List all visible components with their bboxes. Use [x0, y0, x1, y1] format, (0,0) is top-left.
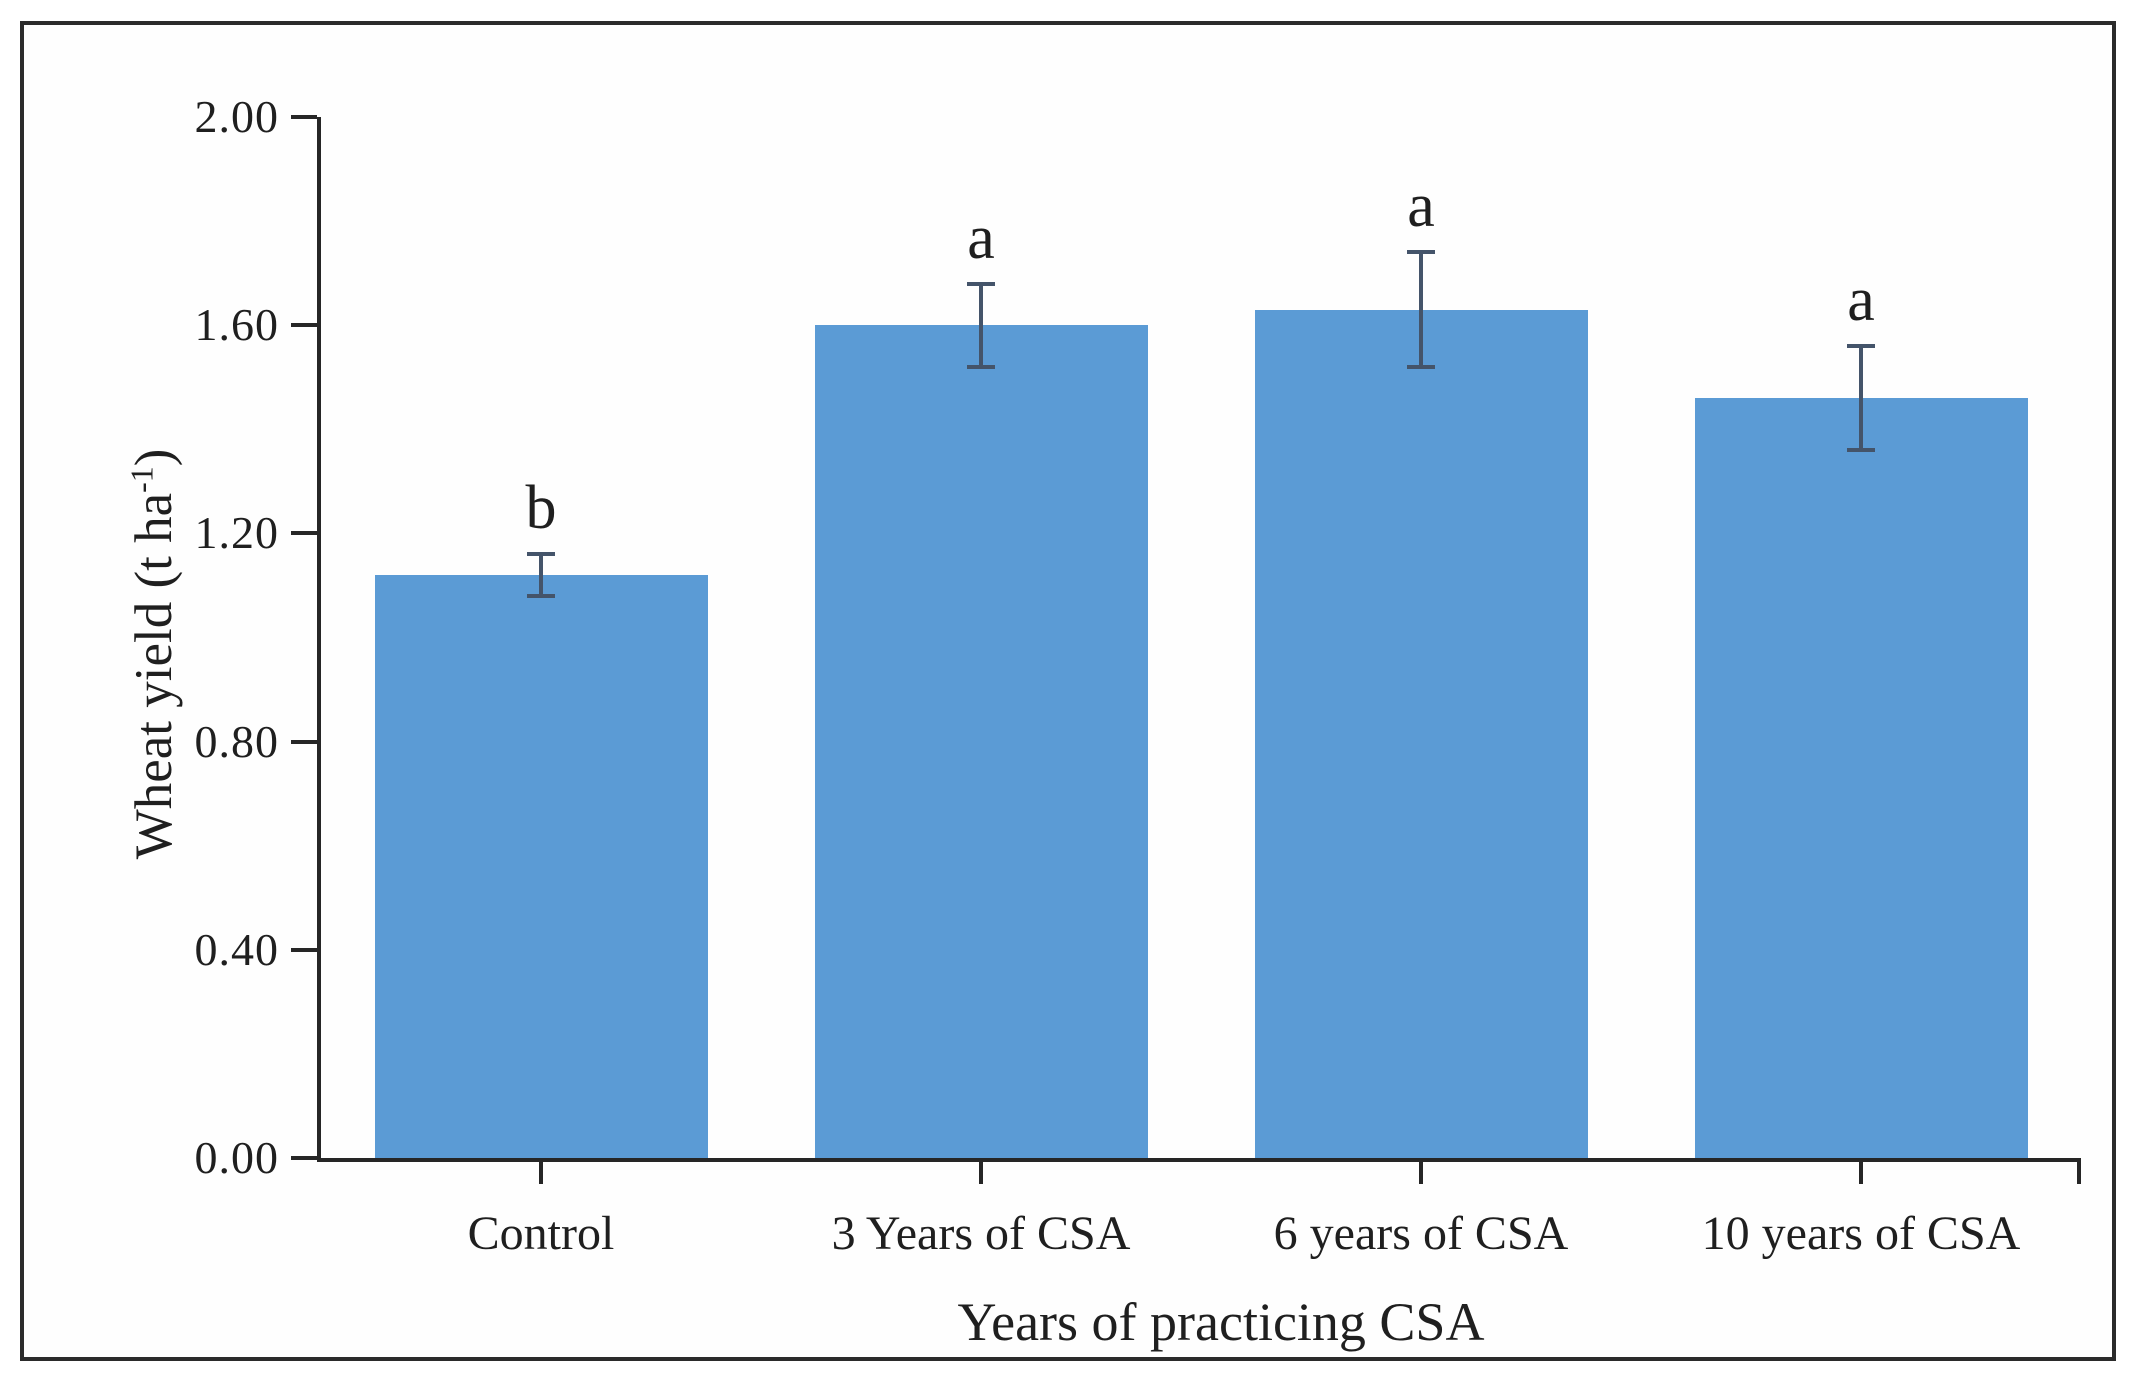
y-axis-title: Wheat yield (t ha-1): [123, 304, 185, 1004]
y-tick-label: 1.20: [194, 507, 279, 559]
error-bar-cap-top-4: [1847, 344, 1875, 349]
error-bar-cap-top-1: [527, 552, 555, 557]
x-category-label: Control: [467, 1207, 615, 1260]
error-bar-cap-bottom-3: [1407, 364, 1435, 369]
y-axis-line: [317, 117, 321, 1162]
error-bar-line-1: [539, 554, 543, 596]
x-tick-mark: [1419, 1162, 1423, 1184]
x-category-label: 6 years of CSA: [1273, 1207, 1569, 1260]
significance-letter-2: a: [967, 203, 995, 272]
bar-2: [814, 325, 1148, 1158]
x-axis-end-tick: [2077, 1162, 2081, 1184]
bar-1: [374, 575, 708, 1158]
significance-letter-1: b: [525, 474, 557, 543]
figure-frame: Wheat yield (t ha-1) Years of practicing…: [20, 21, 2116, 1361]
x-tick-mark: [1859, 1162, 1863, 1184]
y-tick-label: 1.60: [194, 299, 279, 351]
y-tick-mark: [291, 323, 317, 328]
x-category-label: 10 years of CSA: [1701, 1207, 2021, 1260]
x-axis-title: Years of practicing CSA: [957, 1292, 1485, 1352]
y-axis-title-suffix: ): [125, 448, 183, 467]
error-bar-cap-top-2: [967, 281, 995, 286]
x-tick-mark: [979, 1162, 983, 1184]
x-tick-mark: [539, 1162, 543, 1184]
bar-3: [1254, 309, 1588, 1158]
bar-chart: Wheat yield (t ha-1) Years of practicing…: [24, 25, 2112, 1357]
significance-letter-4: a: [1847, 266, 1875, 335]
error-bar-cap-bottom-1: [527, 593, 555, 598]
y-tick-label: 0.00: [194, 1132, 279, 1183]
y-tick-mark: [291, 739, 317, 744]
y-tick-mark: [291, 1156, 317, 1160]
bar-4: [1694, 398, 2028, 1158]
error-bar-line-2: [979, 283, 983, 367]
y-tick-label: 0.80: [194, 715, 279, 767]
x-axis-line: [317, 1158, 2081, 1162]
y-tick-label: 0.40: [194, 923, 279, 975]
error-bar-line-3: [1419, 252, 1423, 367]
y-tick-mark: [291, 115, 317, 119]
x-category-label: 3 Years of CSA: [831, 1207, 1131, 1260]
y-tick-mark: [291, 947, 317, 952]
y-axis-title-superscript: -1: [124, 466, 160, 493]
y-tick-label: 2.00: [194, 91, 279, 142]
error-bar-line-4: [1859, 346, 1863, 451]
error-bar-cap-top-3: [1407, 250, 1435, 255]
y-tick-mark: [291, 531, 317, 536]
error-bar-cap-bottom-4: [1847, 448, 1875, 453]
significance-letter-3: a: [1407, 172, 1435, 241]
error-bar-cap-bottom-2: [967, 364, 995, 369]
